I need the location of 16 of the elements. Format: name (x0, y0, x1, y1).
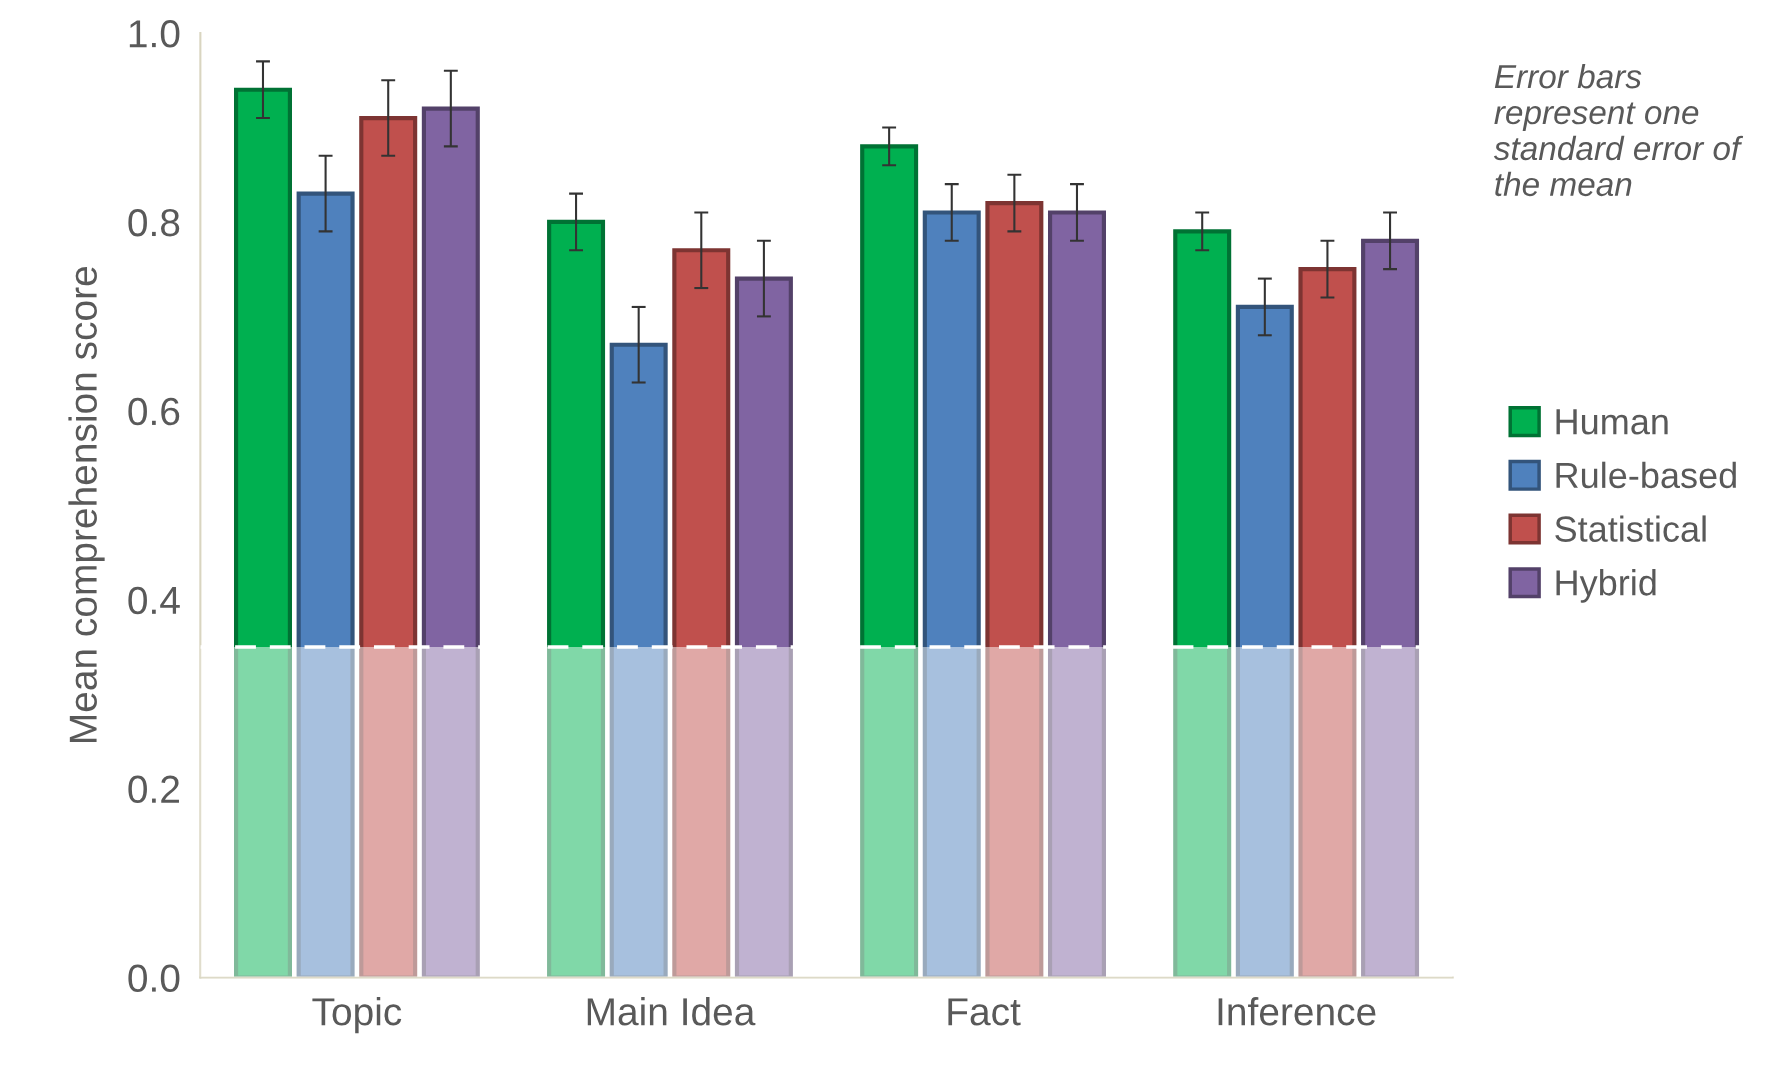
legend-label: Hybrid (1556, 569, 1656, 603)
y-tick-label: 0.8 (128, 208, 180, 237)
legend-label: Statistical (1555, 515, 1706, 542)
y-tick-label: 0.0 (128, 964, 180, 992)
y-tick-label: 0.2 (128, 775, 179, 804)
x-tick-label: Fact (948, 998, 1021, 1026)
legend-label: Human (1556, 409, 1668, 435)
x-tick-label: Topic (312, 996, 402, 1034)
x-tick-label: Inference (1218, 997, 1376, 1026)
legend-label: Rule-based (1556, 461, 1736, 489)
x-tick-label: Main Idea (587, 996, 756, 1026)
y-tick-label: 1.0 (129, 19, 180, 48)
y-tick-label: 0.4 (128, 586, 180, 615)
text: Error bars represent one standard error of the mean (1493, 63, 1744, 197)
y-tick-label: 0.6 (128, 397, 180, 426)
y-axis-title: Mean comprehension score (68, 267, 105, 743)
